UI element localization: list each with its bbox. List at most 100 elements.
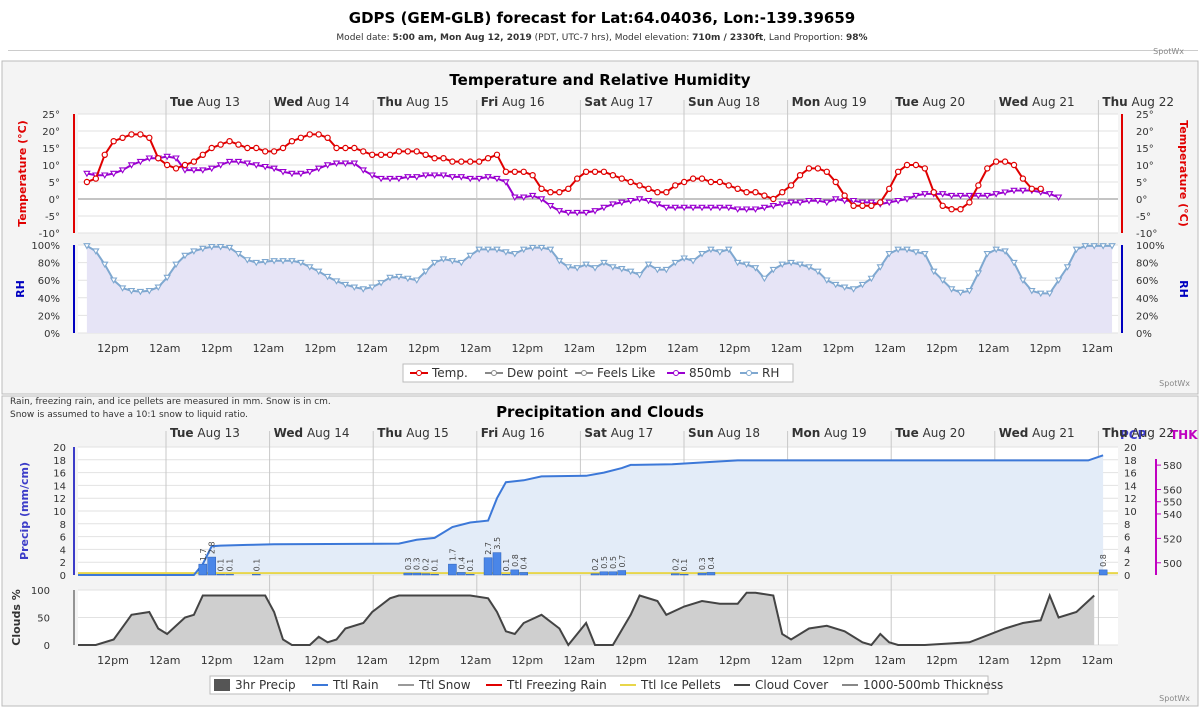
temp-point xyxy=(779,188,786,196)
temp-tick-right: 5° xyxy=(1136,178,1147,189)
rh-point xyxy=(136,288,145,296)
day-dow: Fri xyxy=(481,426,498,440)
temp-point xyxy=(707,178,715,186)
rh-tick-right: 100% xyxy=(1136,241,1165,252)
rh-point xyxy=(689,258,697,265)
t850-point xyxy=(992,191,1000,198)
rh-point xyxy=(100,261,109,269)
t850-point xyxy=(546,203,555,210)
rh-tick-left: 0% xyxy=(44,329,60,340)
day-dow: Wed xyxy=(999,95,1029,109)
precip-bar xyxy=(403,572,413,576)
t850-point xyxy=(965,192,974,200)
rh-point xyxy=(1063,264,1072,271)
rh-point xyxy=(662,266,671,274)
temp-point xyxy=(128,131,135,138)
rh-point xyxy=(537,244,546,252)
rh-point xyxy=(760,275,769,283)
rh-tick-right: 60% xyxy=(1136,276,1158,287)
day-date: Aug 15 xyxy=(402,426,448,440)
rh-tick-left: 80% xyxy=(38,259,60,270)
t850-point xyxy=(109,170,118,178)
t850-point xyxy=(618,199,626,207)
temp-point xyxy=(270,148,278,155)
t850-point xyxy=(83,170,91,178)
t850-point xyxy=(921,191,929,198)
x-tick-label: 12am xyxy=(460,654,491,667)
t850-point xyxy=(573,209,581,217)
temp-point xyxy=(636,182,643,189)
precip-tick-right: 14 xyxy=(1124,481,1137,492)
day-dow: Wed xyxy=(274,95,304,109)
day-dow: Tue xyxy=(895,426,919,440)
day-dow: Tue xyxy=(895,95,919,109)
temp-point xyxy=(716,178,724,186)
precip-tick-right: 6 xyxy=(1124,533,1130,544)
t850-point xyxy=(742,206,751,213)
temp-point xyxy=(315,131,322,138)
rh-tick-left: 40% xyxy=(38,294,60,305)
model-time: 5:00 am, Mon Aug 12, 2019 xyxy=(392,33,532,43)
temp-point xyxy=(146,134,153,142)
rh-point xyxy=(350,284,359,291)
t850-point xyxy=(1045,191,1054,198)
rh-point xyxy=(858,281,867,289)
cloud-axis-label: Clouds % xyxy=(10,589,23,646)
precip-tick-left: 14 xyxy=(53,481,66,492)
temp-point xyxy=(538,185,545,193)
temp-tick-left: 25° xyxy=(42,110,60,121)
temp-point xyxy=(814,165,822,172)
temp-point xyxy=(877,199,884,206)
temp-point xyxy=(957,205,964,213)
rh-tick-left: 20% xyxy=(38,311,60,322)
t850-point xyxy=(894,197,902,205)
legend-box xyxy=(402,363,794,383)
rh-point xyxy=(1001,248,1009,255)
t850-point xyxy=(323,162,332,169)
temp-point xyxy=(137,131,144,138)
legend-marker xyxy=(581,370,587,376)
model-info: Model date: 5:00 am, Mon Aug 12, 2019 (P… xyxy=(0,33,1204,43)
legend-label: Dew point xyxy=(507,366,568,380)
day-label: Wed Aug 14 xyxy=(274,426,350,440)
t850-point xyxy=(368,172,376,179)
temp-axis-label: Temperature (°C) xyxy=(16,120,29,227)
precip-bar xyxy=(590,573,600,576)
t850-point xyxy=(635,196,644,203)
day-dow: Tue xyxy=(170,95,194,109)
rh-point xyxy=(395,273,403,281)
temp-point xyxy=(654,188,661,196)
rh-point xyxy=(493,246,501,254)
rh-point xyxy=(1054,277,1063,284)
temp-point xyxy=(556,188,563,196)
temp-point xyxy=(591,168,599,176)
t850-point xyxy=(537,196,546,203)
precip-bar-label: 0.3 xyxy=(404,557,413,570)
day-date: Aug 17 xyxy=(607,95,653,109)
rh-point xyxy=(742,261,751,269)
day-dow: Thu xyxy=(377,426,402,440)
rh-point xyxy=(698,251,706,258)
temp-point xyxy=(1028,185,1036,193)
rh-point xyxy=(1099,243,1107,250)
precip-tick-left: 0 xyxy=(60,571,66,582)
rh-point xyxy=(127,288,136,295)
rh-point xyxy=(671,259,680,267)
t850-point xyxy=(751,206,760,213)
temp-tick-left: 15° xyxy=(42,144,60,155)
rh-point xyxy=(591,265,599,272)
t850-point xyxy=(199,167,207,174)
legend-item: RH xyxy=(740,366,779,380)
t850-point xyxy=(252,162,261,169)
rh-point xyxy=(448,258,457,265)
rh-point xyxy=(1090,243,1098,250)
temp-point xyxy=(734,185,741,193)
rh-point xyxy=(965,288,974,295)
legend-label: Ttl Freezing Rain xyxy=(506,678,607,692)
temp-point xyxy=(565,185,572,193)
x-tick-label: 12am xyxy=(253,342,284,355)
rh-point xyxy=(421,268,430,276)
rh-point xyxy=(528,244,537,252)
temp-point xyxy=(181,161,189,169)
temp-tick-right: 0° xyxy=(1136,195,1147,206)
